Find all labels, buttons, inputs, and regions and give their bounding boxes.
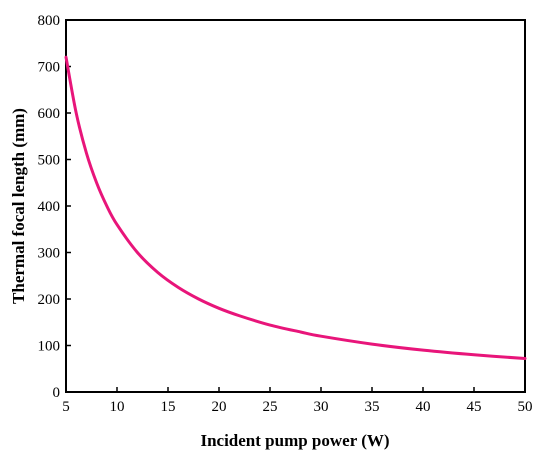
x-tick-label: 35 bbox=[365, 399, 380, 415]
y-tick-label: 800 bbox=[38, 13, 61, 29]
y-tick-label: 700 bbox=[38, 60, 61, 76]
series-line bbox=[64, 55, 527, 361]
x-tick-label: 25 bbox=[263, 399, 278, 415]
x-tick-label: 5 bbox=[62, 399, 70, 415]
x-tick-label: 50 bbox=[518, 399, 533, 415]
y-axis-ticks: 0 100 200 300 400 500 600 700 800 bbox=[38, 13, 71, 401]
x-tick-label: 10 bbox=[110, 399, 125, 415]
x-axis-ticks: 5 10 15 20 25 30 35 40 45 50 bbox=[62, 387, 533, 415]
y-tick-label: 100 bbox=[38, 339, 61, 355]
x-axis-title: Incident pump power (W) bbox=[200, 431, 389, 450]
y-tick-label: 200 bbox=[38, 292, 61, 308]
y-tick-label: 0 bbox=[53, 385, 61, 401]
x-tick-label: 15 bbox=[161, 399, 176, 415]
y-tick-label: 400 bbox=[38, 199, 61, 215]
plot-frame bbox=[65, 19, 526, 393]
x-tick-label: 45 bbox=[467, 399, 482, 415]
x-tick-label: 30 bbox=[314, 399, 329, 415]
y-tick-label: 300 bbox=[38, 246, 61, 262]
x-tick-label: 20 bbox=[212, 399, 227, 415]
y-axis-title: Thermal focal length (mm) bbox=[9, 108, 28, 304]
series-layer bbox=[64, 55, 527, 361]
y-tick-label: 500 bbox=[38, 153, 61, 169]
x-tick-label: 40 bbox=[416, 399, 431, 415]
y-tick-label: 600 bbox=[38, 106, 61, 122]
